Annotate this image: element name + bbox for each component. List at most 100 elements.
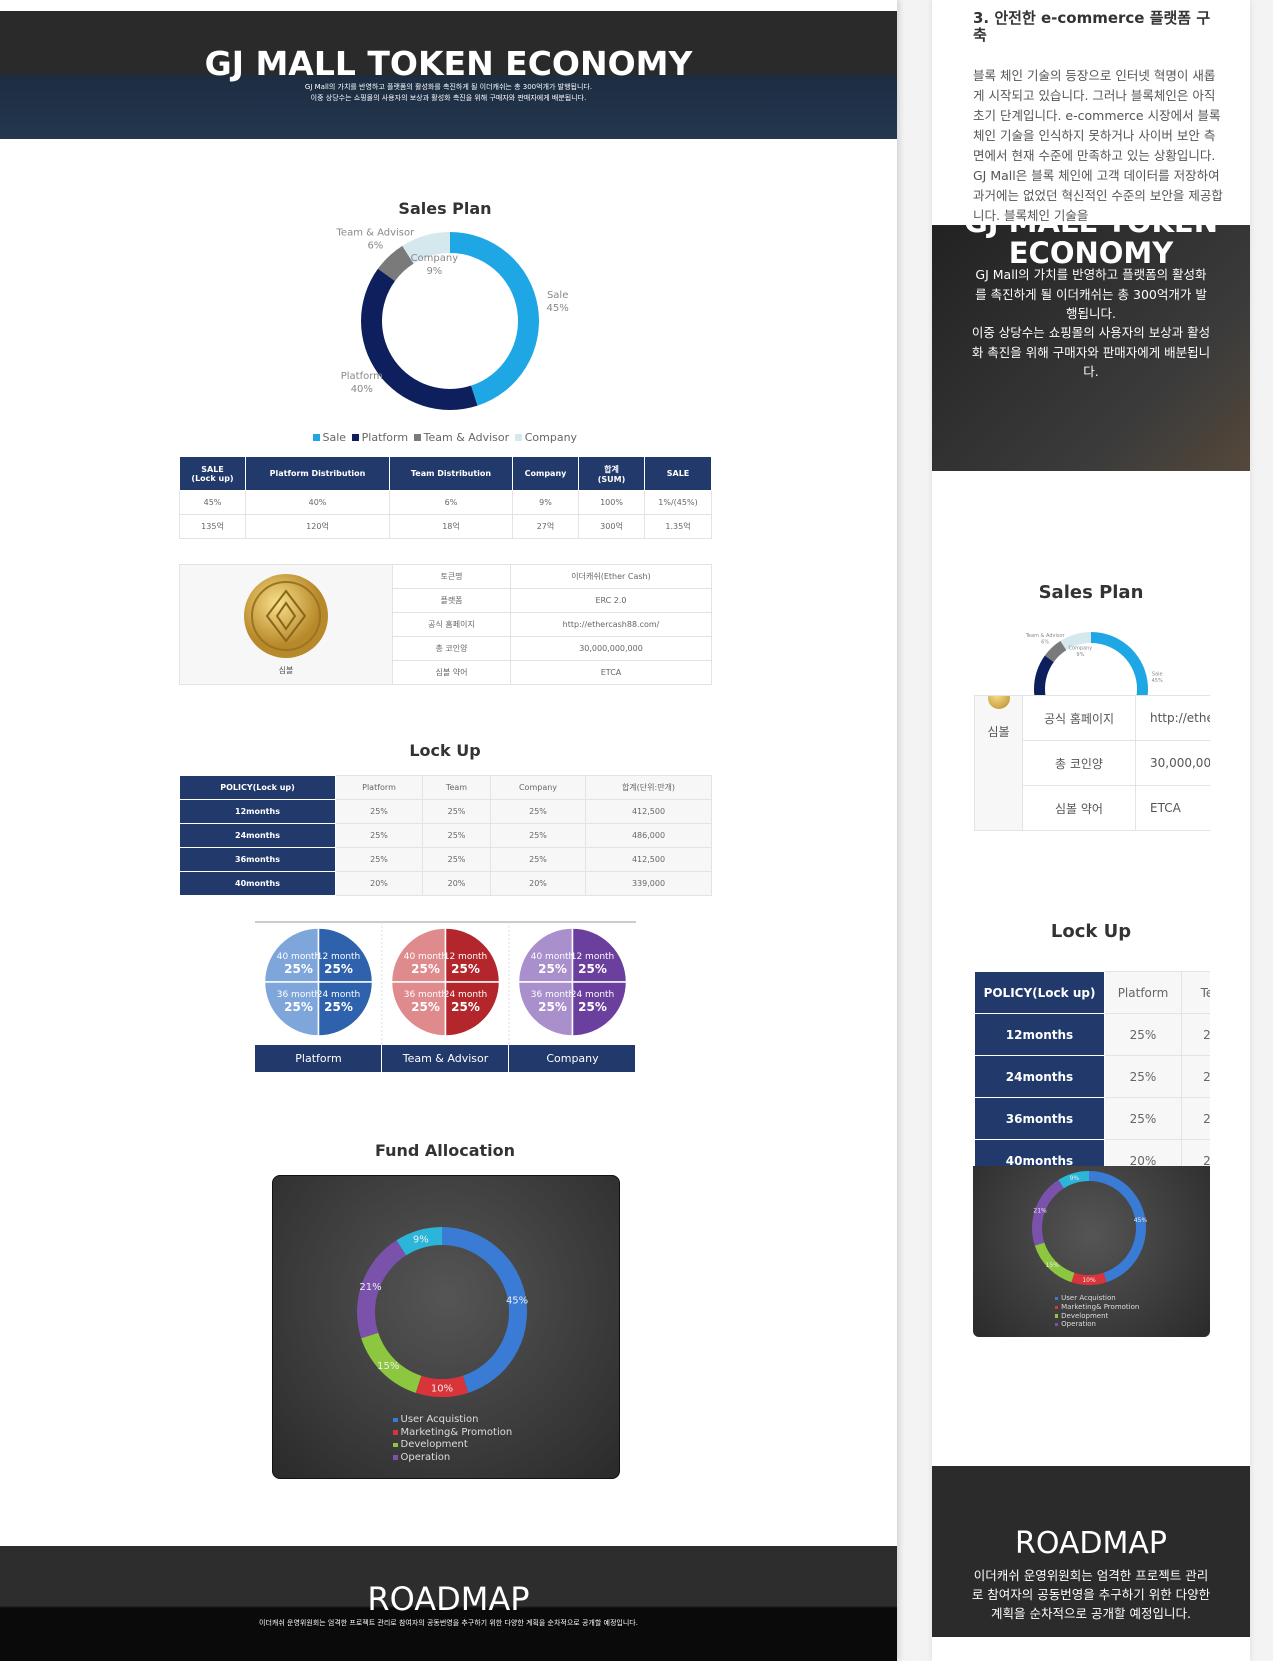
roadmap-title: ROADMAP [1014,1526,1168,1561]
fund-chart: 45% 10% 15% 21% 9% [357,1227,528,1397]
cell: 18억 [389,514,513,539]
fund-box-mobile: 45% 10% 15% 21% 9% User Acquistion Marketing& … [973,1166,1210,1337]
slice-label: 15% [1046,1262,1060,1269]
legend-text: Development [400,1439,468,1450]
mobile-view: 3. 안전한 e-commerce 플랫폼 구축 블록 체인 기술의 등장으로 인… [932,0,1250,1661]
header-cell: Team Distribution [389,456,513,491]
donut-slice [1044,640,1067,662]
cell: 25% [335,799,423,824]
quarter-label: 36 month [531,990,575,1000]
cell: 20% [1104,1139,1182,1166]
cell: 6% [389,490,513,515]
donut-slice [1071,1272,1107,1285]
cell: 30,000,000,000 [510,636,712,661]
cell: 심볼 약어 [1022,785,1136,831]
lockup-table: POLICY(Lock up)PlatformTeamCompany합계(단위:… [974,971,1210,1166]
slice-label: 21% [359,1282,381,1293]
slice-label: 6% [367,241,383,252]
quarter-label: 24 month [571,990,615,1000]
donut-slice [1089,1171,1146,1283]
legend-text: Operation [1061,1320,1096,1329]
cell: 25% [1181,1013,1210,1056]
roadmap-banner: ROADMAP 이더캐쉬 운영위원회는 엄격한 프로젝트 관리로 참여자의 공동번… [0,1546,897,1661]
header-cell: Company [490,775,586,800]
cell: http://ethercash88.com/ [1135,695,1210,741]
pie-quarter [390,927,447,983]
chart-title: Sales Plan [1038,582,1144,603]
legend-item: User Acquistion [393,1414,512,1427]
header-row: SALE (Lock up) Platform Distribution Team D… [179,456,712,491]
legend-item: Operation [1055,1320,1139,1329]
quarter-value: 25% [411,962,440,976]
quarter-label: 24 month [444,990,488,1000]
header-line: 합계 [604,464,619,474]
article-heading: 3. 안전한 e-commerce 플랫폼 구축 [973,9,1211,45]
cell: 25% [335,823,423,848]
donut-slice [396,1227,442,1256]
header-line: Team Distribution [410,469,492,478]
group-name: Team & Advisor [402,1052,489,1065]
donut-slice [1058,1171,1089,1189]
legend-swatch [1055,1323,1059,1327]
group-name: Platform [295,1052,341,1065]
row: 공식 홈페이지 http://ethercash88.com/ [180,612,712,637]
cell: 100% [578,490,645,515]
quarter-value: 25% [538,962,567,976]
pie-quarter [444,927,501,983]
slice-category: Platform [341,371,383,382]
slice-label: 9% [1076,652,1084,658]
legend: User Acquistion Marketing& Promotion Devel… [393,1414,512,1464]
cell: 토큰명 [392,564,511,589]
group-bar [509,1045,635,1072]
slice-label: 9% [1070,1175,1080,1182]
roadmap-text: 이더캐쉬 운영위원회는 엄격한 프로젝트 관리로 참여자의 공동번영을 추구하기… [259,1619,638,1627]
legend-item: Marketing& Promotion [1055,1303,1139,1312]
pie-quarter [263,981,320,1037]
cell: 25% [490,823,586,848]
cell: ETCA [1135,785,1210,831]
header-title: GJ MALL TOKEN ECONOMY [964,225,1218,270]
cell: ETCA [510,660,712,685]
cell: 25% [335,847,423,872]
legend-text: Team & Advisor [423,431,510,444]
symbol-cell: 심볼 [179,564,393,685]
donut-slice [361,268,478,410]
pie-quarter [517,927,574,983]
quarter-label: 40 month [277,952,321,962]
header-line: Company [524,469,567,478]
row: 심볼 토큰명 이더캐쉬(Ether Cash) [179,564,712,685]
chart-title: Fund Allocation [374,1141,516,1160]
cell: 25% [1104,1055,1182,1098]
pie-quarter [317,927,374,983]
cell: 12months [974,1013,1105,1056]
quarter-label: 24 month [317,990,361,1000]
donut-slice [1034,1242,1075,1283]
cell: 이더캐쉬(Ether Cash) [510,564,712,589]
legend-text: Sale [322,431,347,444]
donut-slice [402,232,450,264]
coin-emblem [265,589,307,643]
slice-category: Sale [547,290,568,301]
legend-swatch [515,434,522,441]
legend-swatch [393,1442,398,1447]
legend-text: Development [1061,1311,1109,1320]
cell: 24months [179,823,336,848]
header-cell: SALE [644,456,712,491]
cell: 25% [490,799,586,824]
header-cell: Team [1181,971,1210,1014]
slice-label: 9% [413,1235,429,1246]
slice-label: 45% [1134,1217,1148,1224]
coin-rim [251,581,321,651]
cell: 25% [1104,1013,1182,1056]
roadmap-banner-mobile: ROADMAP 이더캐쉬 운영위원회는 엄격한 프로젝트 관리로 참여자의 공동번… [932,1466,1250,1637]
header-line: Platform Distribution [269,469,366,478]
header-text: 이중 상당수는 쇼핑몰의 사용자의 보상과 활성화 촉진을 위해 구매자와 판매… [310,94,587,102]
cell: 총 코인양 [392,636,511,661]
